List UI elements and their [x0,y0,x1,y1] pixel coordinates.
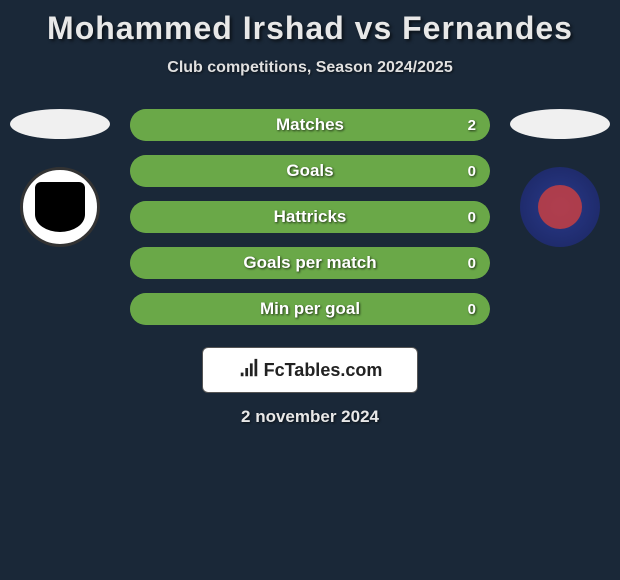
stat-label: Min per goal [260,299,360,319]
stat-row: Goals per match 0 [130,247,490,279]
stat-value-right: 0 [468,209,476,226]
stat-value-right: 2 [468,117,476,134]
stat-label: Goals per match [243,253,376,273]
stat-row: Goals 0 [130,155,490,187]
stats-column: Matches 2 Goals 0 Hattricks 0 Goals per match 0… [110,109,510,325]
brand-text: FcTables.com [264,360,383,381]
page-title: Mohammed Irshad vs Fernandes [0,10,620,47]
player-left-photo [10,109,110,139]
stat-label: Matches [276,115,344,135]
club-left-crest [20,167,100,247]
stat-value-right: 0 [468,255,476,272]
right-side [510,109,610,247]
left-side [10,109,110,247]
stat-value-right: 0 [468,163,476,180]
stat-row: Min per goal 0 [130,293,490,325]
brand-badge: FcTables.com [202,347,418,393]
infographic-container: Mohammed Irshad vs Fernandes Club compet… [0,0,620,427]
comparison-body: Matches 2 Goals 0 Hattricks 0 Goals per match 0… [0,109,620,325]
stat-row: Matches 2 [130,109,490,141]
club-right-crest [520,167,600,247]
stat-value-right: 0 [468,301,476,318]
footer-date: 2 november 2024 [0,407,620,427]
player-right-photo [510,109,610,139]
stat-label: Hattricks [274,207,347,227]
stat-row: Hattricks 0 [130,201,490,233]
subtitle: Club competitions, Season 2024/2025 [0,59,620,77]
stat-label: Goals [286,161,333,181]
chart-icon [238,357,260,384]
